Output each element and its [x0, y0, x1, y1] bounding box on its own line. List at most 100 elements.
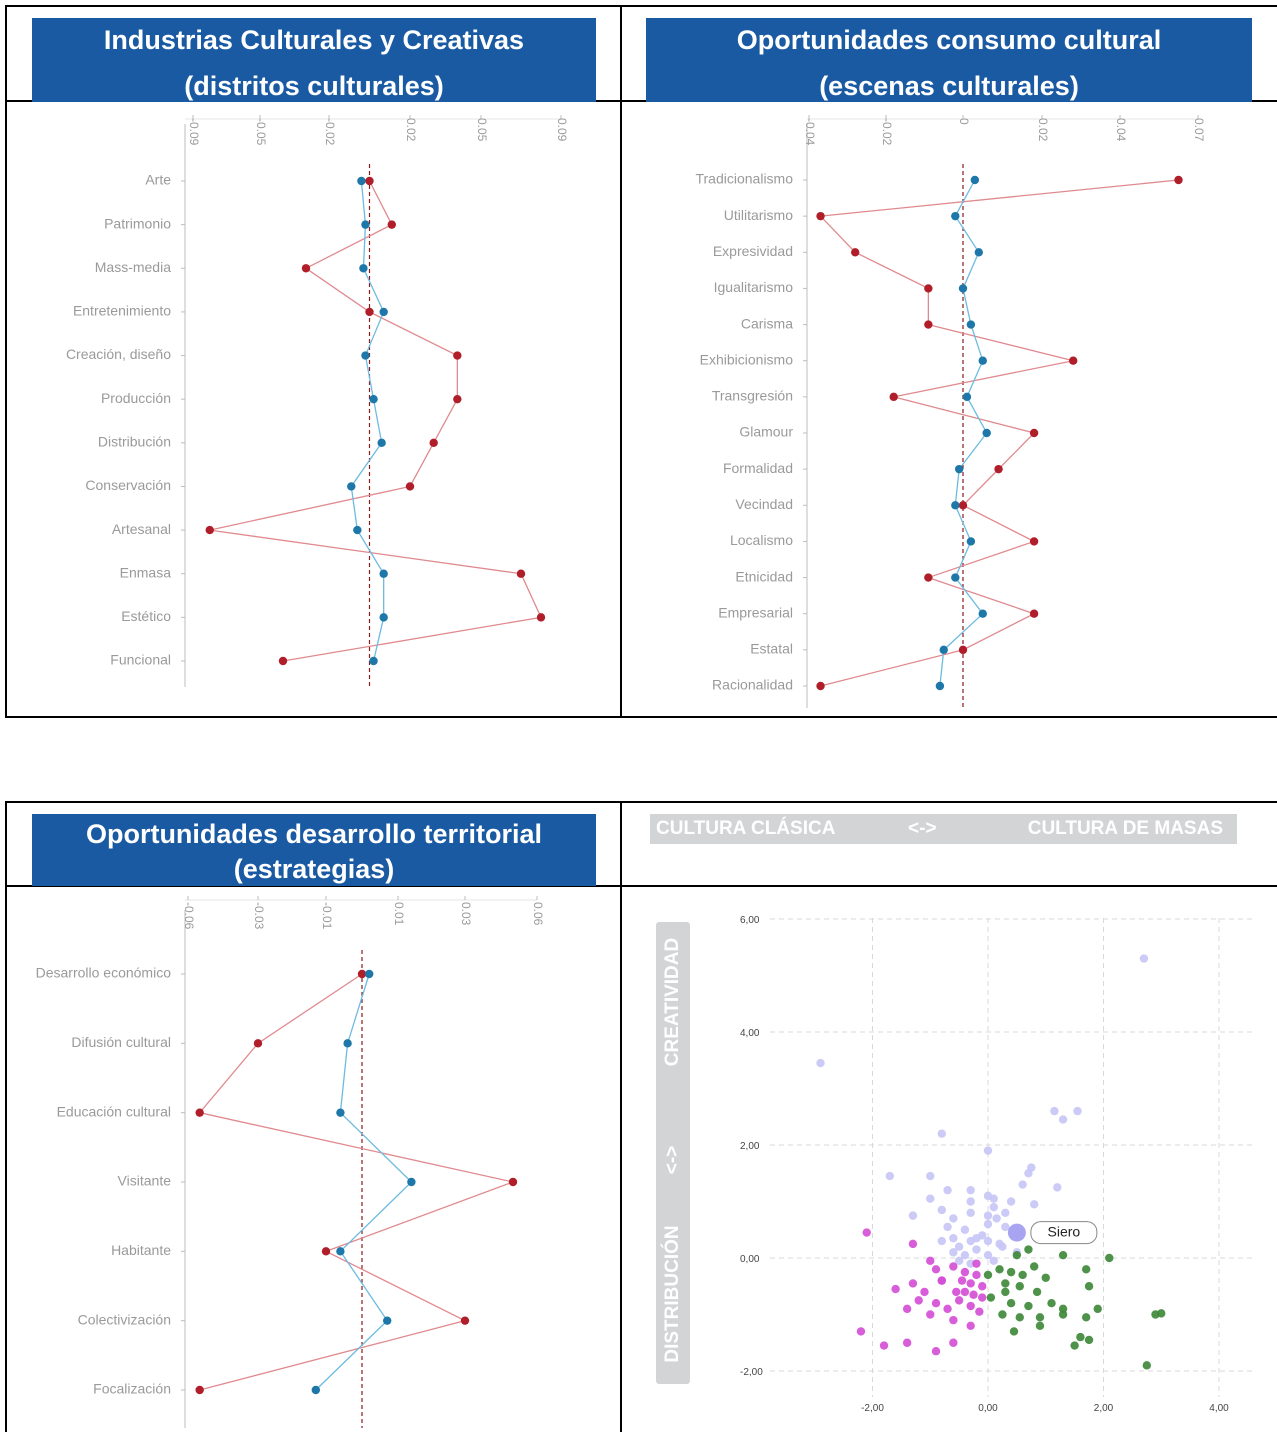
blue-series-point	[357, 176, 366, 186]
lavender-cluster-point	[989, 1256, 998, 1266]
red-series-point	[301, 264, 311, 273]
green-cluster-point	[1084, 1282, 1094, 1291]
green-cluster-point	[1142, 1361, 1152, 1370]
frame-left-border	[5, 801, 7, 1432]
blue-series-point	[311, 1385, 320, 1395]
category-label: Localismo	[730, 532, 793, 548]
highlight-label: Siero	[1048, 1224, 1081, 1240]
red-series-line	[209, 180, 542, 662]
red-series-point	[924, 573, 933, 582]
blue-series-point	[379, 613, 388, 622]
tick-label: -0.09	[187, 118, 201, 146]
lavender-cluster-point	[949, 1248, 958, 1257]
chart-consumo-cultural: -0.04 -0.02 0 0.02 0.04 0.07 Tradicionalismo Ut…	[695, 115, 1206, 708]
magenta-cluster-point	[954, 1296, 964, 1305]
blue-series-point	[978, 356, 987, 365]
red-series-point	[924, 320, 933, 329]
category-label: Racionalidad	[712, 677, 793, 693]
frame-top-border	[6, 5, 1277, 7]
y-tick-label: -2,00	[740, 1367, 763, 1378]
red-series-point	[889, 392, 898, 402]
red-series-point	[321, 1247, 331, 1256]
tick-label: 0.06	[531, 902, 545, 926]
highlight-point	[1007, 1223, 1026, 1242]
red-series-point	[508, 1177, 518, 1187]
lavender-cluster-point	[1030, 1200, 1039, 1209]
frame-divider	[1252, 100, 1277, 102]
category-label: Distribución	[98, 434, 171, 450]
frame-center-border	[620, 5, 622, 718]
magenta-cluster-point	[908, 1239, 918, 1249]
magenta-cluster-point	[972, 1270, 981, 1280]
category-label: Estatal	[750, 641, 793, 657]
panel3-title-line2: (estrategias)	[233, 854, 395, 884]
chart-industrias-culturales: -0.09 -0.05 -0.02 0.02 0.05 0.09 Arte Patrimoni…	[66, 115, 569, 687]
green-cluster-point	[1024, 1245, 1033, 1254]
category-label: Etnicidad	[735, 568, 793, 584]
blue-series-point	[336, 1108, 345, 1117]
category-label: Tradicionalismo	[695, 171, 793, 187]
red-series-point	[205, 525, 214, 535]
lavender-cluster-point	[926, 1171, 935, 1181]
magenta-cluster-point	[891, 1284, 900, 1294]
red-series-point	[1029, 609, 1039, 618]
frame-top-border	[6, 801, 1277, 803]
magenta-cluster-point	[920, 1287, 929, 1297]
green-cluster-point	[1001, 1279, 1010, 1288]
panel1-title-line1: Industrias Culturales y Creativas	[103, 25, 525, 55]
category-label: Igualitarismo	[714, 279, 794, 295]
lavender-cluster-point	[966, 1197, 975, 1206]
lavender-cluster-point	[954, 1242, 964, 1251]
highlight-label-box	[1030, 1221, 1098, 1245]
green-cluster-point	[1006, 1299, 1016, 1308]
band-left-label: CULTURA CLÁSICA	[656, 818, 836, 839]
green-cluster-point	[1157, 1309, 1166, 1318]
category-label: Transgresión	[712, 388, 793, 404]
tick-label: 0	[957, 118, 971, 125]
lavender-cluster-point	[960, 1250, 970, 1260]
red-series-point	[536, 613, 546, 622]
y-tick-label: 6,00	[740, 915, 760, 926]
lavender-cluster-point	[998, 1242, 1007, 1251]
blue-series-point	[365, 969, 374, 979]
frame-divider	[6, 100, 32, 102]
category-label: Producción	[101, 390, 171, 406]
category-label: Artesanal	[112, 521, 171, 537]
blue-series-point	[974, 248, 983, 257]
x-tick-label: 2,00	[1094, 1403, 1114, 1414]
band-mid-label: <->	[908, 818, 937, 839]
tick-label: 0.03	[459, 902, 473, 926]
red-series-point	[1069, 356, 1078, 365]
magenta-cluster-point	[969, 1290, 978, 1299]
tick-label: -0.04	[803, 118, 817, 146]
red-series-point	[816, 681, 825, 691]
blue-series-point	[935, 681, 945, 691]
category-label: Exhibicionismo	[700, 351, 794, 367]
green-cluster-point	[1058, 1310, 1068, 1319]
green-cluster-point	[1030, 1262, 1039, 1271]
magenta-cluster-point	[957, 1276, 967, 1285]
category-label: Funcional	[110, 652, 171, 668]
green-cluster-point	[1032, 1287, 1042, 1297]
blue-series-point	[951, 501, 960, 510]
lavender-cluster-point	[966, 1259, 975, 1268]
magenta-cluster-point	[926, 1310, 935, 1319]
y-tick-label: 0,00	[740, 1254, 760, 1265]
blue-series-point	[407, 1177, 416, 1187]
blue-series-point	[966, 320, 976, 329]
red-series-point	[851, 248, 860, 257]
panel2-header: Oportunidades consumo cultural (escenas …	[646, 18, 1252, 102]
blue-series-point	[336, 1247, 345, 1256]
lavender-cluster-point	[983, 1236, 993, 1246]
magenta-cluster-point	[931, 1265, 941, 1274]
tick-label: -0.02	[323, 118, 337, 146]
red-series-point	[958, 645, 968, 655]
blue-series-point	[379, 569, 388, 578]
lavender-cluster-point	[1006, 1197, 1016, 1206]
lavender-cluster-point	[989, 1194, 998, 1203]
panel2-title-line2: (escenas culturales)	[819, 71, 1079, 101]
tick-label: 0.07	[1192, 118, 1206, 142]
red-series-point	[1029, 537, 1039, 546]
magenta-cluster-point	[966, 1279, 975, 1288]
blue-series-point	[361, 220, 370, 229]
